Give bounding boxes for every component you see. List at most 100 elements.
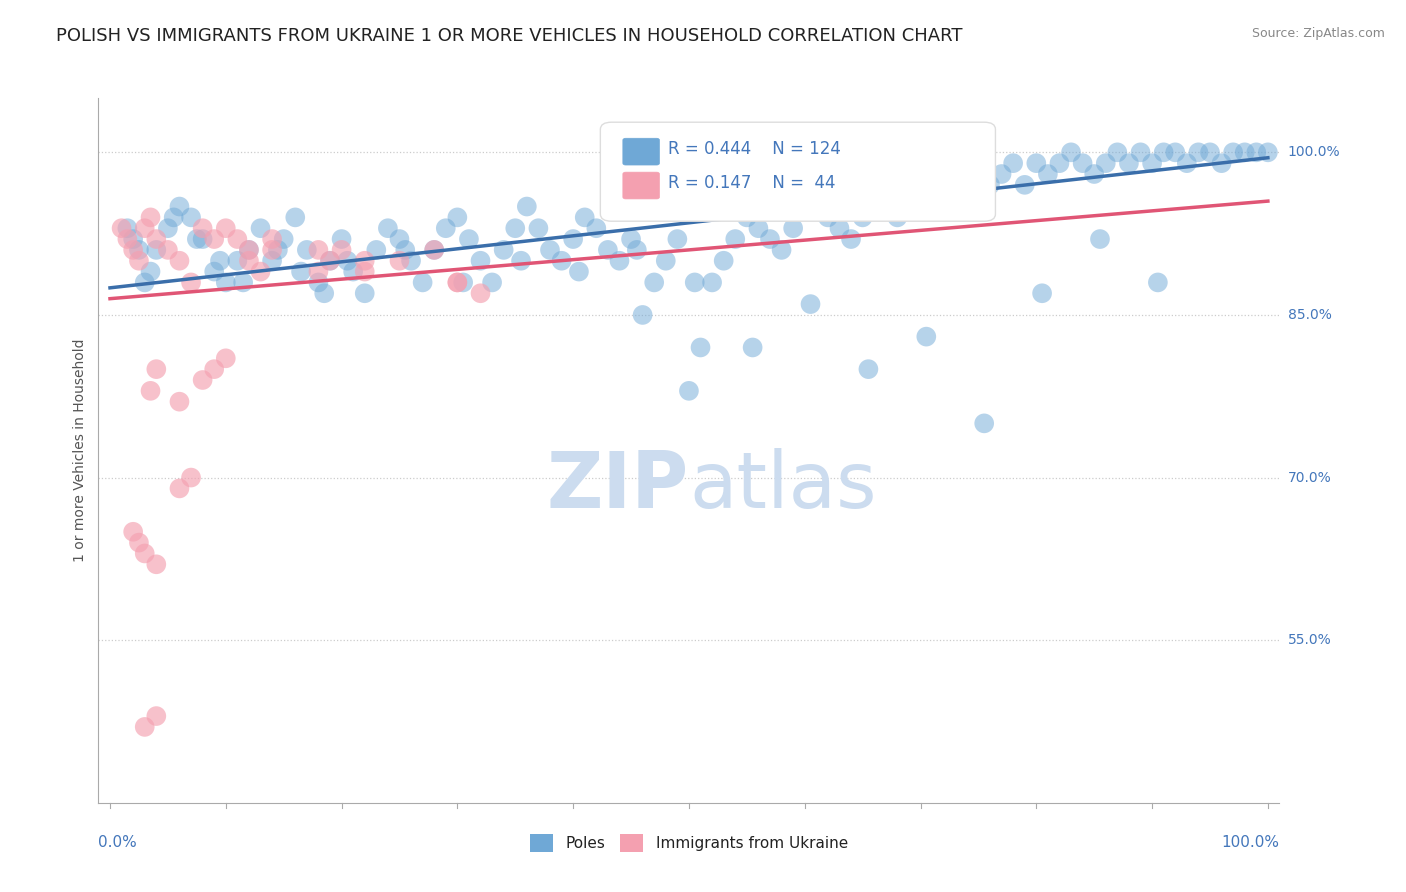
Point	[262, 232, 284, 246]
Point	[527, 221, 550, 235]
Point	[122, 243, 145, 257]
Point	[353, 253, 375, 268]
Point	[169, 200, 191, 214]
Point	[1147, 276, 1170, 290]
Point	[700, 276, 723, 290]
Point	[458, 232, 481, 246]
Point	[655, 253, 678, 268]
Point	[238, 253, 260, 268]
Point	[238, 243, 260, 257]
Text: 85.0%: 85.0%	[1288, 308, 1331, 322]
Point	[852, 211, 875, 225]
Point	[1083, 167, 1105, 181]
Point	[481, 276, 503, 290]
Point	[1187, 145, 1209, 160]
Point	[1002, 156, 1025, 170]
Point	[562, 232, 585, 246]
Point	[470, 286, 492, 301]
Point	[330, 243, 353, 257]
Point	[858, 362, 880, 376]
Point	[1257, 145, 1279, 160]
Point	[828, 221, 851, 235]
Point	[156, 243, 179, 257]
Point	[139, 384, 162, 398]
Point	[284, 211, 307, 225]
Point	[596, 243, 619, 257]
Point	[550, 253, 572, 268]
Point	[215, 221, 238, 235]
Point	[666, 232, 689, 246]
Point	[267, 243, 290, 257]
Point	[689, 341, 711, 355]
Point	[191, 221, 214, 235]
Text: 0.0%: 0.0%	[98, 835, 138, 849]
Point	[163, 211, 186, 225]
Point	[249, 221, 271, 235]
Point	[678, 384, 700, 398]
Point	[782, 221, 804, 235]
Point	[492, 243, 515, 257]
Point	[897, 188, 920, 202]
Point	[1129, 145, 1152, 160]
Text: 100.0%: 100.0%	[1288, 145, 1340, 160]
Point	[932, 200, 955, 214]
Point	[747, 221, 769, 235]
Point	[1088, 232, 1111, 246]
Point	[1233, 145, 1256, 160]
Point	[759, 232, 782, 246]
Point	[134, 720, 156, 734]
Point	[122, 524, 145, 539]
Point	[631, 308, 654, 322]
Point	[921, 188, 943, 202]
Legend: Poles, Immigrants from Ukraine: Poles, Immigrants from Ukraine	[524, 828, 853, 859]
Point	[741, 341, 763, 355]
Point	[262, 243, 284, 257]
Point	[145, 709, 167, 723]
Point	[134, 546, 156, 560]
Point	[117, 221, 139, 235]
Point	[434, 221, 457, 235]
Point	[574, 211, 596, 225]
Point	[290, 264, 312, 278]
Point	[585, 221, 607, 235]
Point	[1222, 145, 1244, 160]
Text: 100.0%: 100.0%	[1222, 835, 1279, 849]
Point	[215, 351, 238, 366]
Point	[186, 232, 208, 246]
Point	[232, 276, 254, 290]
Point	[568, 264, 591, 278]
Point	[1246, 145, 1268, 160]
Point	[956, 188, 979, 202]
Text: 70.0%: 70.0%	[1288, 471, 1331, 484]
Point	[169, 482, 191, 496]
Point	[353, 264, 375, 278]
Text: R = 0.444    N = 124: R = 0.444 N = 124	[668, 140, 841, 158]
Point	[1175, 156, 1198, 170]
Text: Source: ZipAtlas.com: Source: ZipAtlas.com	[1251, 27, 1385, 40]
Point	[169, 253, 191, 268]
Point	[139, 264, 162, 278]
Point	[202, 232, 225, 246]
Point	[503, 221, 526, 235]
Point	[307, 276, 329, 290]
Point	[806, 188, 828, 202]
Point	[128, 535, 150, 549]
Point	[713, 253, 735, 268]
Point	[1164, 145, 1187, 160]
Point	[1031, 286, 1053, 301]
Point	[202, 264, 225, 278]
Point	[366, 243, 388, 257]
Point	[134, 276, 156, 290]
Point	[342, 264, 364, 278]
Point	[910, 178, 932, 192]
Point	[191, 232, 214, 246]
Point	[817, 211, 839, 225]
Point	[117, 232, 139, 246]
Point	[249, 264, 271, 278]
Point	[145, 558, 167, 572]
Point	[110, 221, 132, 235]
Point	[139, 211, 162, 225]
Point	[319, 253, 342, 268]
Point	[510, 253, 533, 268]
Point	[399, 253, 422, 268]
